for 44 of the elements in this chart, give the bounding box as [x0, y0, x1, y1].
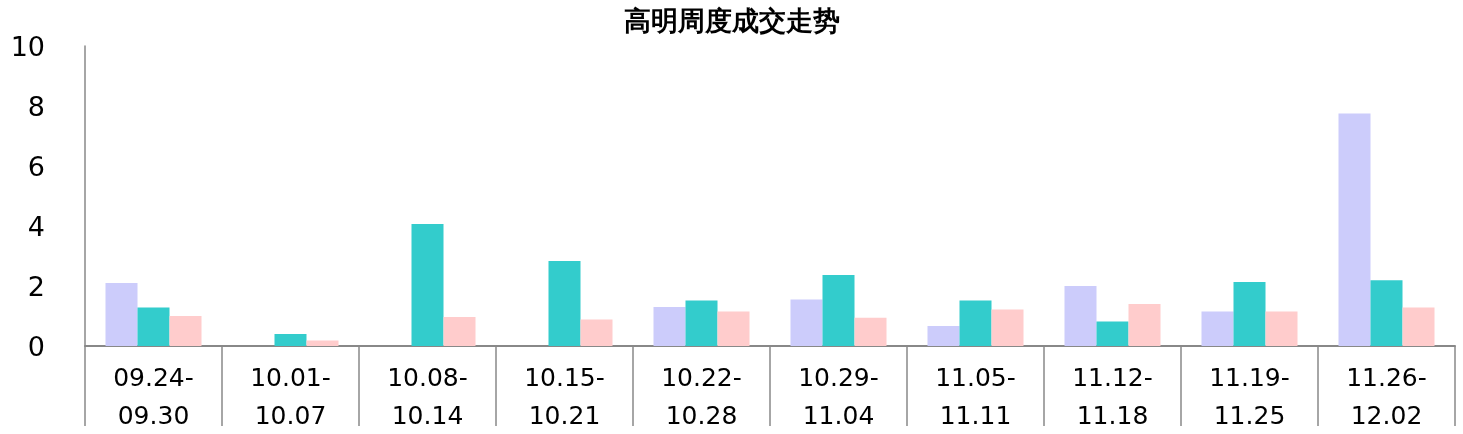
bar	[822, 274, 855, 346]
bar	[274, 334, 307, 346]
y-tick-label: 2	[27, 270, 45, 302]
bar	[790, 299, 823, 346]
x-tick-label: 09.24-09.30	[113, 362, 194, 430]
bar	[443, 316, 476, 346]
x-tick-label: 10.08-10.14	[387, 362, 468, 430]
bar	[105, 283, 138, 346]
bar	[959, 300, 992, 346]
x-tick-label: 11.26-12.02	[1346, 362, 1427, 430]
y-tick-label: 10	[10, 30, 45, 62]
x-tick-label: 11.05-11.11	[935, 362, 1016, 430]
bar	[1402, 307, 1435, 346]
bar	[1096, 321, 1129, 346]
x-tick-label: 11.12-11.18	[1072, 362, 1153, 430]
bar	[717, 311, 750, 346]
y-tick-label: 8	[27, 90, 45, 122]
bar	[137, 307, 170, 346]
chart-title: 高明周度成交走势	[623, 5, 840, 36]
bar	[1265, 311, 1298, 346]
y-tick-label: 4	[27, 210, 45, 242]
bar	[1338, 113, 1371, 346]
bar	[1064, 286, 1097, 346]
bar	[548, 261, 581, 346]
x-tick-label: 10.01-10.07	[250, 362, 331, 430]
bar	[653, 307, 686, 346]
bar	[1201, 311, 1234, 346]
bar	[854, 317, 887, 346]
bar	[411, 223, 444, 346]
y-tick-label: 6	[27, 150, 45, 182]
bar	[1233, 282, 1266, 346]
bar	[991, 309, 1024, 346]
bar	[927, 325, 960, 346]
bar	[306, 340, 339, 346]
bar	[1370, 280, 1403, 346]
y-tick-label: 0	[27, 330, 45, 362]
bar	[1128, 304, 1161, 346]
x-tick-label: 10.29-11.04	[798, 362, 879, 430]
x-tick-label: 10.15-10.21	[524, 362, 605, 430]
bar	[169, 316, 202, 346]
bar	[580, 319, 613, 346]
bar	[685, 300, 718, 346]
x-tick-label: 11.19-11.25	[1209, 362, 1290, 430]
x-tick-label: 10.22-10.28	[661, 362, 742, 430]
